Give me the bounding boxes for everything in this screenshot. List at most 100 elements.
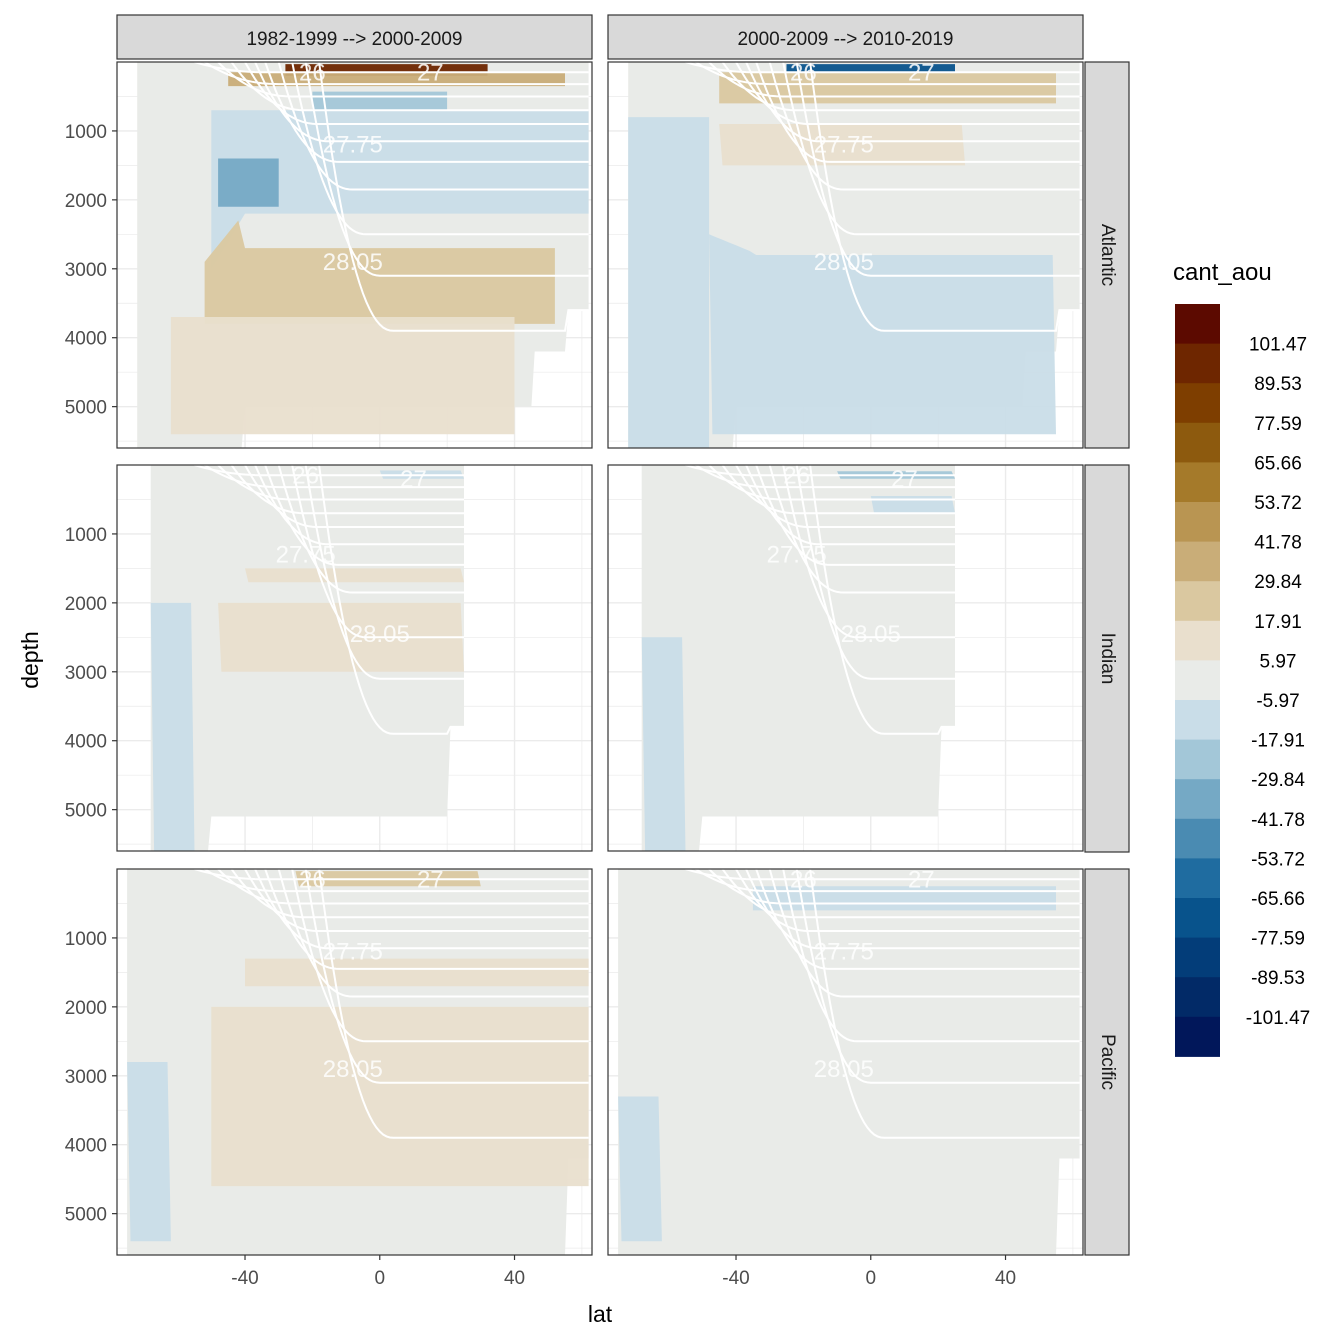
contour-label-26: 26 [299,59,326,86]
row-strip-label-atlantic: Atlantic [1097,224,1118,286]
y-tick-label: 4000 [65,732,107,753]
isopycnal-contour [695,869,1080,893]
isopycnal-contour [745,869,1080,950]
anomaly-region [786,64,955,73]
contour-label-27: 27 [908,866,935,893]
isopycnal-contour [782,62,1080,236]
anomaly-region [127,1062,171,1242]
y-tick-label: 5000 [65,801,107,822]
isopycnal-contour [735,62,1080,125]
legend-break-label: 41.78 [1254,533,1302,554]
legend-break-label: 17.91 [1254,612,1302,633]
legend-swatch-9 [1175,660,1220,701]
column-strip-label-2: 2000-2009 --> 2010-2019 [737,29,953,50]
anomaly-region [170,317,515,435]
y-tick-label: 4000 [65,329,107,350]
contour-label-27-75: 27.75 [814,132,874,159]
isopycnal-contour [708,869,1080,905]
y-tick-label: 5000 [65,398,107,419]
contour-label-28-05: 28.05 [350,621,410,648]
y-tick-label: 4000 [65,1136,107,1157]
x-tick-label: -40 [722,1268,749,1289]
legend-break-label: -41.78 [1251,810,1305,831]
legend-break-label: 5.97 [1260,651,1297,672]
anomaly-region [719,124,966,166]
panels-layer: 26 27 27.75 28.05 26 27 27.75 28.05 26 27 27.75 28.… [116,59,1084,1256]
legend-swatch-8 [1175,620,1220,661]
isopycnal-contour [244,869,589,932]
x-axis-title: lat [588,1301,613,1327]
isopycnal-contour [721,465,955,515]
contour-label-26: 26 [790,59,817,86]
anomaly-region [312,91,448,111]
isopycnal-contour [755,465,955,566]
y-tick-label: 2000 [65,191,107,212]
isopycnal-contour [782,465,955,639]
isopycnal-contour [795,869,1080,1084]
row-strip-pacific [1084,868,1130,1256]
panel-data: 26 27 27.75 28.05 [628,59,1080,448]
panel-border [607,61,1084,449]
isopycnal-contour [217,869,589,905]
contour-label-27: 27 [417,59,444,86]
y-tick-label: 5000 [65,1205,107,1226]
x-tick-label: 40 [504,1268,525,1289]
legend-break-label: 101.47 [1249,335,1307,356]
y-axis-title: depth [17,631,43,689]
contour-label-28-05: 28.05 [841,621,901,648]
legend-break-label: -17.91 [1251,731,1305,752]
isopycnal-contour [291,62,589,236]
contour-label-28-05: 28.05 [814,1056,874,1083]
contour-label-26: 26 [790,866,817,893]
isopycnal-contour [304,62,589,277]
isopycnal-contour [304,465,464,680]
isopycnal-contour [277,465,464,594]
isopycnal-contour [230,62,589,112]
contour-label-27: 27 [400,466,427,493]
legend-break-label: -5.97 [1256,691,1299,712]
anomaly-region [641,637,686,851]
y-tick-label: 3000 [65,260,107,281]
isopycnal-contour [755,62,1080,163]
legend-swatch-12 [1175,779,1220,820]
panel-pacific-1: 26 27 27.75 28.05 [116,868,593,1256]
isopycnal-contour [809,869,1080,1139]
anomaly-region [628,117,710,448]
legend-break-label: -65.66 [1251,889,1305,910]
isopycnal-contour [264,869,589,970]
y-tick-label: 2000 [65,998,107,1019]
isopycnal-contour [254,869,589,950]
legend-break-label: 53.72 [1254,493,1302,514]
y-tick-label: 3000 [65,1067,107,1088]
isopycnal-contour [277,869,589,998]
legend-break-label: 77.59 [1254,414,1302,435]
isopycnal-contour [768,465,955,594]
panel-pacific-2: 26 27 27.75 28.05 [607,866,1084,1256]
legend-swatch-2 [1175,383,1220,424]
legend-swatch-6 [1175,541,1220,582]
anomaly-region [228,72,565,87]
y-tick-label: 1000 [65,525,107,546]
isopycnal-contour [695,62,1080,86]
isopycnal-contour [795,62,1080,277]
anomaly-region [618,1096,662,1242]
y-tick-label: 1000 [65,122,107,143]
column-strip-label-1: 1982-1999 --> 2000-2009 [246,29,462,50]
isopycnal-contour [768,62,1080,191]
isopycnal-contour [318,62,589,332]
anomaly-region [245,958,589,987]
row-strip-indian [1084,464,1130,853]
ocean-field [618,869,1080,1255]
anomaly-region [204,220,555,324]
isopycnal-contour [735,869,1080,932]
contour-label-26: 26 [783,462,810,489]
isopycnal-contour [230,869,589,919]
legend-swatch-7 [1175,581,1220,622]
isopycnal-contour [768,869,1080,998]
x-tick-label: 0 [865,1268,876,1289]
isopycnal-contour [204,869,589,893]
legend-swatch-17 [1175,977,1220,1018]
legend-swatch-4 [1175,462,1220,503]
panel-data: 26 27 27.75 28.05 [137,59,589,448]
